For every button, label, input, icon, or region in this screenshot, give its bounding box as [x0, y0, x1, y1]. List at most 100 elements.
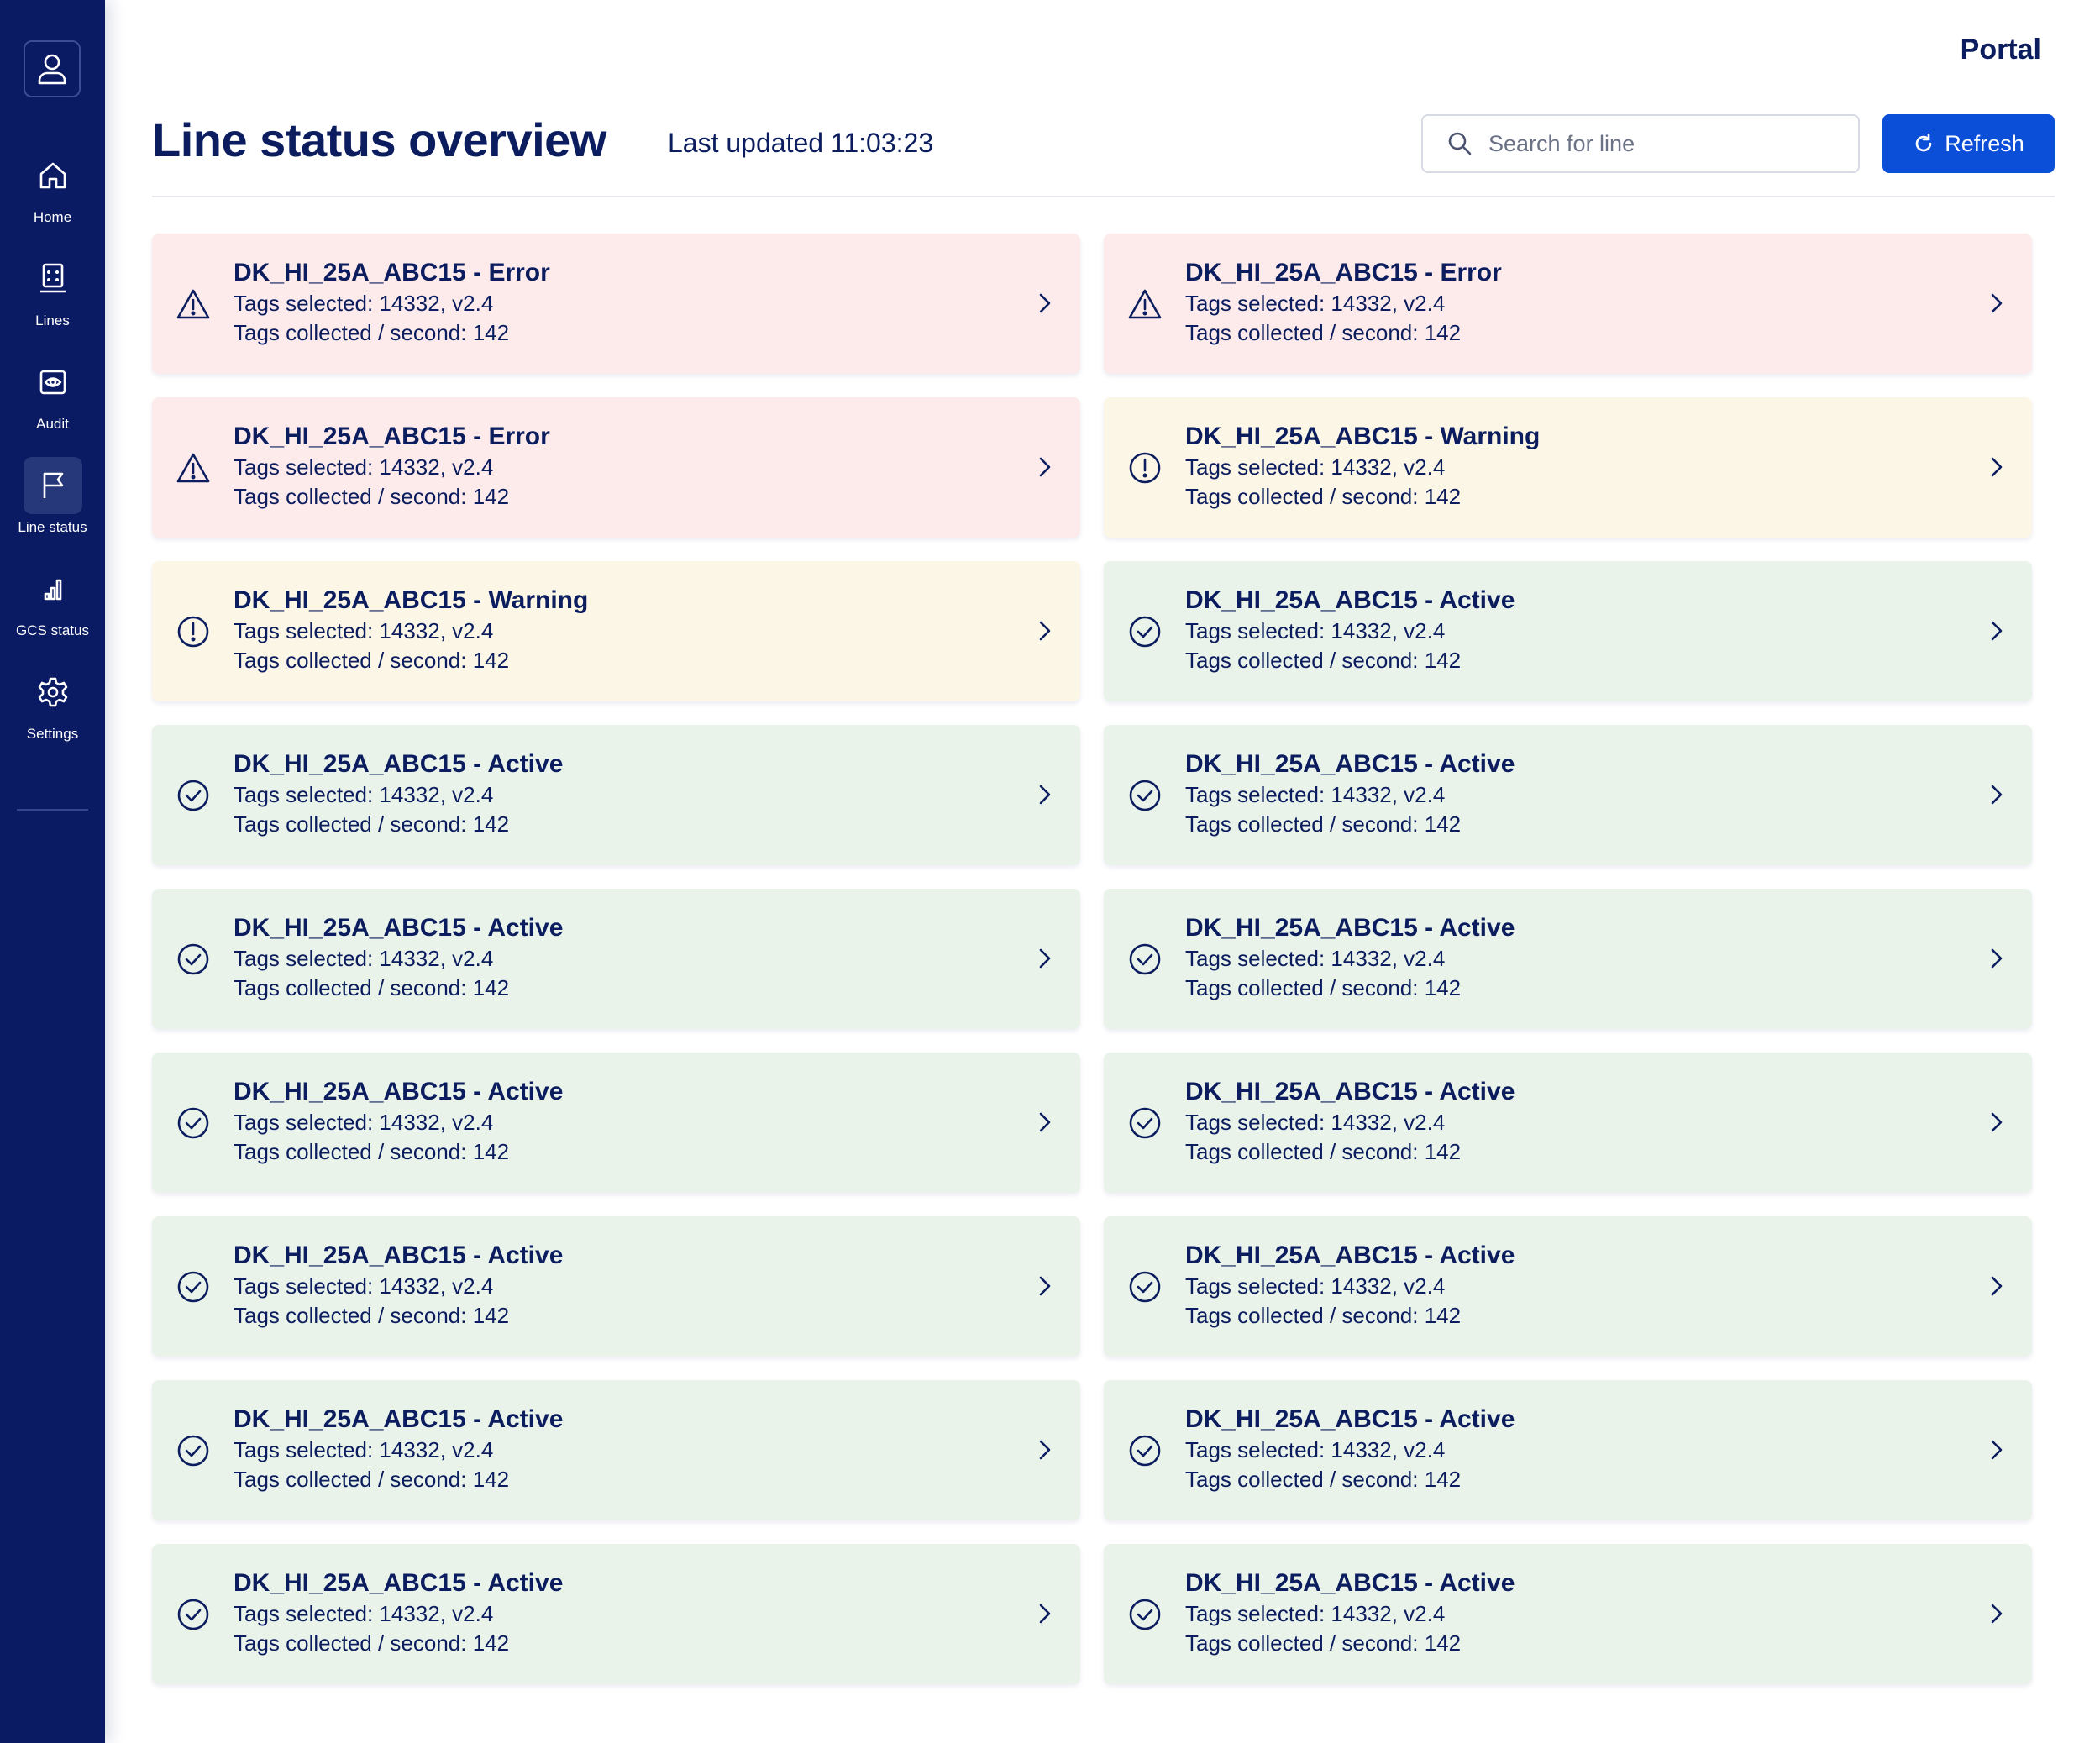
card-title: DK_HI_25A_ABC15 - Warning [1185, 423, 1541, 450]
sidebar-item-settings[interactable]: Settings [0, 664, 105, 756]
sidebar-item-label: Audit [36, 416, 69, 432]
check-circle-icon [1127, 1597, 1163, 1632]
sidebar-item-home[interactable]: Home [0, 147, 105, 239]
chevron-right-icon [1032, 1601, 1057, 1626]
sidebar-item-label: GCS status [16, 622, 89, 638]
line-status-card[interactable]: DK_HI_25A_ABC15 - Error Tags selected: 14… [1104, 234, 2032, 374]
card-tags-selected: Tags selected: 14332, v2.4 [234, 782, 494, 807]
check-circle-icon [1127, 1105, 1163, 1141]
check-circle-icon [1127, 1269, 1163, 1305]
card-tags-rate: Tags collected / second: 142 [1185, 1303, 1462, 1328]
warning-triangle-icon [176, 286, 211, 322]
card-tags-rate: Tags collected / second: 142 [1185, 1467, 1462, 1492]
card-tags-selected: Tags selected: 14332, v2.4 [234, 1601, 494, 1626]
card-tags-rate: Tags collected / second: 142 [1185, 648, 1462, 673]
chevron-right-icon [1032, 1273, 1057, 1299]
search-box[interactable] [1421, 114, 1860, 173]
line-status-card[interactable]: DK_HI_25A_ABC15 - Active Tags selected: 1… [152, 1216, 1080, 1357]
card-tags-selected: Tags selected: 14332, v2.4 [1185, 1273, 1446, 1299]
sidebar-item-lines[interactable]: Lines [0, 250, 105, 343]
alert-circle-icon [176, 614, 211, 649]
line-status-card[interactable]: DK_HI_25A_ABC15 - Active Tags selected: 1… [1104, 1053, 2032, 1193]
check-circle-icon [176, 1597, 211, 1632]
user-avatar-button[interactable] [24, 40, 81, 97]
chevron-right-icon [1032, 454, 1057, 480]
chevron-right-icon [1032, 618, 1057, 643]
card-title: DK_HI_25A_ABC15 - Active [234, 1405, 564, 1433]
flag-icon [43, 472, 63, 498]
last-updated-text: Last updated 11:03:23 [668, 128, 934, 158]
check-circle-icon [176, 778, 211, 813]
card-tags-rate: Tags collected / second: 142 [1185, 320, 1462, 345]
line-status-card[interactable]: DK_HI_25A_ABC15 - Active Tags selected: 1… [152, 1544, 1080, 1684]
chevron-right-icon [1032, 1110, 1057, 1135]
card-tags-selected: Tags selected: 14332, v2.4 [234, 1110, 494, 1135]
lines-icon [39, 263, 66, 293]
card-tags-selected: Tags selected: 14332, v2.4 [234, 1437, 494, 1462]
card-title: DK_HI_25A_ABC15 - Active [1185, 1405, 1515, 1433]
sidebar: Home Lines Audit [0, 0, 105, 1743]
card-tags-selected: Tags selected: 14332, v2.4 [234, 946, 494, 971]
card-tags-selected: Tags selected: 14332, v2.4 [234, 618, 494, 643]
card-tags-selected: Tags selected: 14332, v2.4 [1185, 1437, 1446, 1462]
card-tags-rate: Tags collected / second: 142 [1185, 484, 1462, 509]
search-input[interactable] [1487, 129, 1826, 158]
sidebar-item-label: Lines [35, 312, 70, 328]
card-tags-rate: Tags collected / second: 142 [234, 1303, 510, 1328]
card-title: DK_HI_25A_ABC15 - Active [1185, 1569, 1515, 1597]
chevron-right-icon [1032, 782, 1057, 807]
line-status-grid: DK_HI_25A_ABC15 - Error Tags selected: 14… [152, 234, 2032, 1684]
line-status-card[interactable]: DK_HI_25A_ABC15 - Active Tags selected: 1… [152, 1380, 1080, 1520]
card-tags-rate: Tags collected / second: 142 [234, 648, 510, 673]
line-status-card[interactable]: DK_HI_25A_ABC15 - Active Tags selected: 1… [1104, 1544, 2032, 1684]
sidebar-item-line-status[interactable]: Line status [0, 457, 105, 549]
page-title: Line status overview [152, 113, 606, 166]
chevron-right-icon [1983, 1601, 2008, 1626]
refresh-icon [1915, 133, 1932, 152]
card-tags-rate: Tags collected / second: 142 [1185, 1139, 1462, 1164]
line-status-card[interactable]: DK_HI_25A_ABC15 - Warning Tags selected: … [1104, 397, 2032, 538]
warning-triangle-icon [176, 450, 211, 486]
card-tags-rate: Tags collected / second: 142 [1185, 1630, 1462, 1656]
sidebar-item-gcs-status[interactable]: GCS status [0, 560, 105, 653]
chevron-right-icon [1983, 946, 2008, 971]
sidebar-item-label: Home [33, 209, 72, 225]
line-status-card[interactable]: DK_HI_25A_ABC15 - Active Tags selected: 1… [1104, 1380, 2032, 1520]
card-tags-selected: Tags selected: 14332, v2.4 [234, 454, 494, 480]
check-circle-icon [176, 942, 211, 977]
card-tags-rate: Tags collected / second: 142 [1185, 811, 1462, 837]
card-tags-selected: Tags selected: 14332, v2.4 [1185, 454, 1446, 480]
card-tags-rate: Tags collected / second: 142 [234, 811, 510, 837]
line-status-card[interactable]: DK_HI_25A_ABC15 - Active Tags selected: 1… [152, 725, 1080, 865]
refresh-button[interactable]: Refresh [1882, 114, 2055, 173]
line-status-card[interactable]: DK_HI_25A_ABC15 - Error Tags selected: 14… [152, 234, 1080, 374]
warning-triangle-icon [1127, 286, 1163, 322]
chevron-right-icon [1983, 1110, 2008, 1135]
line-status-card[interactable]: DK_HI_25A_ABC15 - Error Tags selected: 14… [152, 397, 1080, 538]
chevron-right-icon [1983, 1437, 2008, 1462]
card-tags-rate: Tags collected / second: 142 [234, 1467, 510, 1492]
line-status-card[interactable]: DK_HI_25A_ABC15 - Active Tags selected: 1… [152, 1053, 1080, 1193]
chevron-right-icon [1983, 618, 2008, 643]
check-circle-icon [1127, 614, 1163, 649]
line-status-card[interactable]: DK_HI_25A_ABC15 - Active Tags selected: 1… [1104, 889, 2032, 1029]
card-title: DK_HI_25A_ABC15 - Active [234, 1569, 564, 1597]
card-tags-selected: Tags selected: 14332, v2.4 [1185, 291, 1446, 316]
card-tags-selected: Tags selected: 14332, v2.4 [234, 291, 494, 316]
card-title: DK_HI_25A_ABC15 - Active [1185, 914, 1515, 942]
chevron-right-icon [1032, 946, 1057, 971]
sidebar-item-audit[interactable]: Audit [0, 354, 105, 446]
line-status-card[interactable]: DK_HI_25A_ABC15 - Active Tags selected: 1… [1104, 725, 2032, 865]
line-status-card[interactable]: DK_HI_25A_ABC15 - Warning Tags selected: … [152, 561, 1080, 701]
sidebar-item-label: Line status [18, 519, 87, 535]
chevron-right-icon [1983, 1273, 2008, 1299]
user-icon [38, 54, 66, 85]
line-status-card[interactable]: DK_HI_25A_ABC15 - Active Tags selected: 1… [1104, 561, 2032, 701]
line-status-card[interactable]: DK_HI_25A_ABC15 - Active Tags selected: 1… [1104, 1216, 2032, 1357]
card-tags-selected: Tags selected: 14332, v2.4 [1185, 1601, 1446, 1626]
line-status-card[interactable]: DK_HI_25A_ABC15 - Active Tags selected: 1… [152, 889, 1080, 1029]
card-title: DK_HI_25A_ABC15 - Error [1185, 259, 1502, 286]
card-tags-rate: Tags collected / second: 142 [234, 484, 510, 509]
check-circle-icon [176, 1105, 211, 1141]
card-tags-rate: Tags collected / second: 142 [234, 1139, 510, 1164]
